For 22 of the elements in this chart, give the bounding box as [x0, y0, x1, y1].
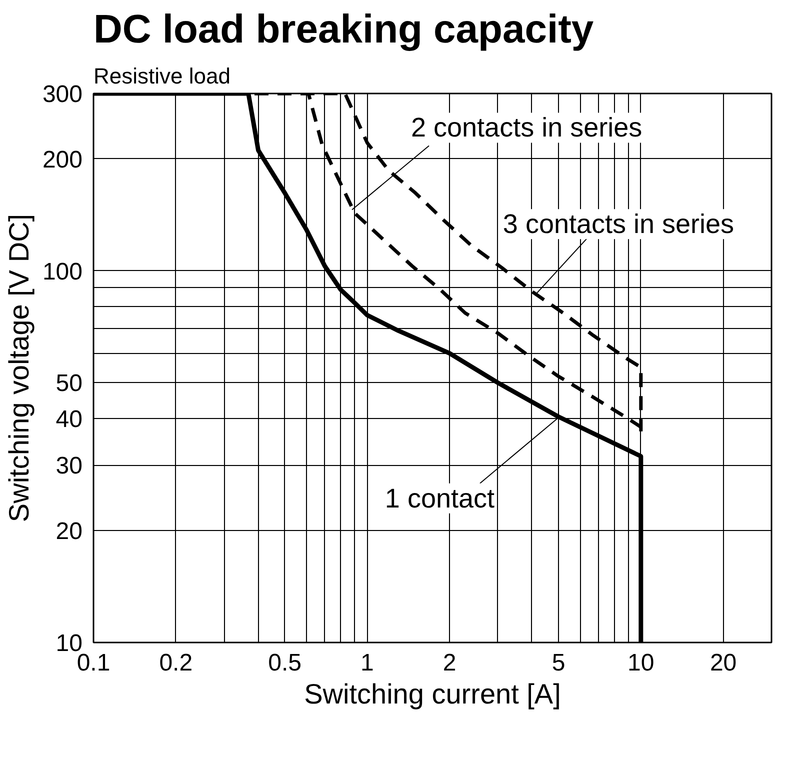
x-tick-label: 5: [552, 650, 566, 676]
y-tick-label: 200: [42, 146, 83, 174]
x-tick-label: 0.1: [76, 650, 110, 676]
x-tick-label: 1: [360, 650, 374, 676]
x-tick-label: 20: [710, 650, 737, 676]
annotation: 3 contacts in series: [502, 209, 734, 240]
y-tick-label: 300: [42, 81, 83, 108]
x-axis-title: Switching current [A]: [304, 678, 561, 710]
y-tick-label: 30: [56, 452, 83, 480]
x-tick-label: 0.2: [159, 650, 193, 676]
chart-subtitle: Resistive load: [94, 64, 230, 88]
x-tick-label: 0.5: [268, 650, 302, 676]
x-tick-label: 2: [442, 650, 456, 676]
y-tick-label: 100: [42, 258, 83, 286]
y-tick-label: 20: [56, 518, 83, 546]
y-tick-label: 50: [56, 370, 83, 398]
y-tick-label: 40: [56, 406, 83, 434]
y-axis-title: Switching voltage [V DC]: [3, 214, 34, 522]
x-tick-label: 10: [628, 650, 654, 676]
annotation: 2 contacts in series: [411, 112, 642, 143]
chart-title: DC load breaking capacity: [94, 8, 594, 52]
annotation: 1 contact: [384, 483, 495, 514]
